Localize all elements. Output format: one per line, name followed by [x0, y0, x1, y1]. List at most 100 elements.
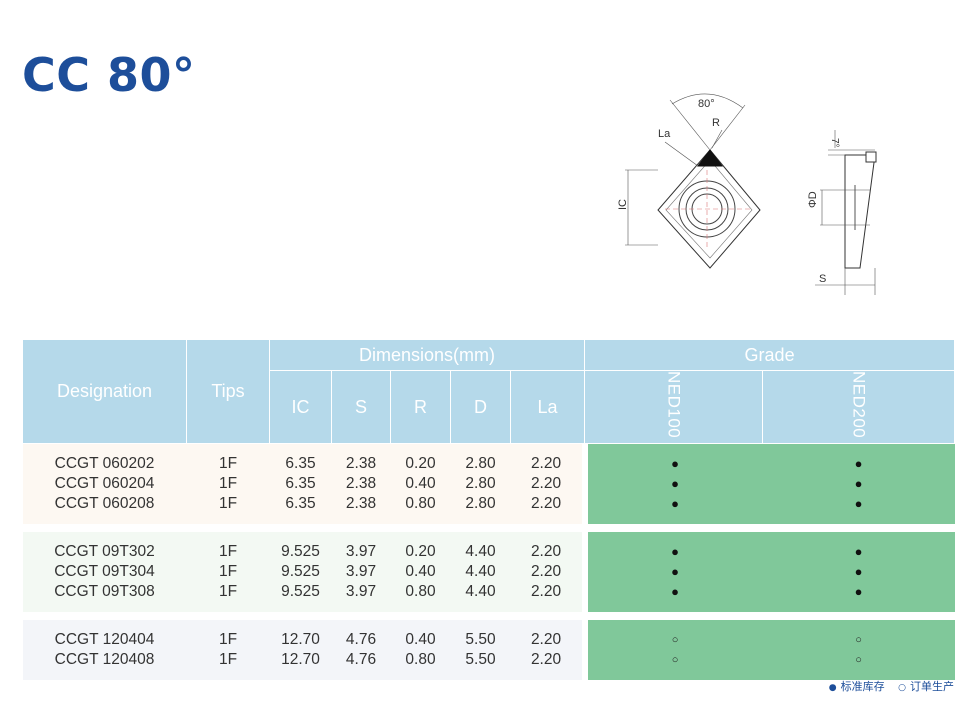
r-value: 0.40 — [405, 475, 436, 493]
s-label: S — [819, 273, 826, 285]
d-value: 4.40 — [465, 543, 496, 561]
cell-r: 0.20 0.40 0.80 — [390, 443, 451, 525]
r-value: 0.80 — [405, 583, 436, 601]
tips-value: 1F — [218, 583, 238, 601]
cell-s: 2.38 2.38 2.38 — [331, 443, 391, 525]
la-value: 2.20 — [530, 631, 562, 649]
d-value: 4.40 — [465, 583, 496, 601]
cell-ic: 9.525 9.525 9.525 — [269, 532, 332, 613]
clearance-label: 7° — [829, 138, 840, 148]
grade-cell-ned100: ● ● ● — [581, 532, 763, 613]
s-value: 3.97 — [345, 543, 377, 561]
cell-d: 4.40 4.40 4.40 — [450, 532, 511, 613]
availability-mark: ● — [671, 496, 679, 512]
designation-value: CCGT 120408 — [54, 651, 155, 669]
tips-value: 1F — [218, 563, 238, 581]
dim-col-la: La — [509, 369, 586, 445]
table-row-group: CCGT 09T302 CCGT 09T304 CCGT 09T308 1F 1F 1F 9… — [22, 532, 955, 613]
r-value: 0.80 — [405, 651, 436, 669]
grade-cell-ned200: ● ● ● — [762, 532, 955, 613]
grade-col-ned200: NED200 — [762, 369, 956, 445]
d-value: 5.50 — [465, 651, 496, 669]
grade-cell-ned200: ● ● ● — [762, 443, 955, 525]
availability-mark: ● — [671, 584, 679, 600]
ic-value: 9.525 — [281, 583, 320, 601]
insert-diagram: 80° R La IC ΦD S 7° — [617, 93, 877, 295]
designation-header: Designation — [22, 338, 187, 445]
tips-value: 1F — [218, 495, 238, 513]
cell-r: 0.20 0.40 0.80 — [390, 532, 451, 613]
d-value: 4.40 — [465, 563, 496, 581]
availability-mark: ● — [854, 564, 863, 580]
legend-order: ○ 订单生产 — [898, 680, 954, 693]
la-value: 2.20 — [530, 563, 562, 581]
s-value: 2.38 — [345, 455, 377, 473]
availability-mark: ○ — [671, 654, 679, 667]
dimensions-header: Dimensions(mm) — [268, 339, 586, 371]
table-row-group: CCGT 060202 CCGT 060204 CCGT 060208 1F 1F 1F 6… — [22, 443, 955, 525]
availability-mark: ● — [854, 496, 863, 512]
cell-designation: CCGT 120404 CCGT 120408 — [22, 620, 187, 681]
insert-side-view — [815, 130, 877, 295]
cell-s: 3.97 3.97 3.97 — [331, 532, 391, 613]
ic-value: 12.70 — [281, 631, 320, 649]
spec-table: Designation Tips Dimensions(mm) Grade NE… — [22, 338, 956, 681]
ic-value: 6.35 — [285, 495, 316, 513]
availability-mark: ○ — [855, 654, 862, 667]
d-label: ΦD — [807, 191, 819, 208]
d-value: 2.80 — [465, 475, 496, 493]
grade-header: Grade — [584, 339, 956, 371]
designation-value: CCGT 060202 — [54, 455, 155, 473]
r-value: 0.20 — [405, 543, 436, 561]
dim-col-d: D — [450, 369, 511, 445]
tips-value: 1F — [218, 455, 238, 473]
availability-mark: ● — [854, 544, 863, 560]
d-value: 5.50 — [465, 631, 496, 649]
availability-mark: ● — [671, 564, 679, 580]
availability-mark: ○ — [671, 634, 679, 647]
cell-tips: 1F 1F — [186, 620, 270, 681]
designation-value: CCGT 060204 — [54, 475, 155, 493]
s-value: 4.76 — [345, 651, 377, 669]
cell-ic: 6.35 6.35 6.35 — [269, 443, 332, 525]
availability-mark: ○ — [855, 634, 862, 647]
grade-cell-ned200: ○ ○ — [762, 620, 955, 681]
r-value: 0.20 — [405, 455, 436, 473]
tips-value: 1F — [218, 543, 238, 561]
ic-label: IC — [617, 199, 629, 210]
ic-value: 9.525 — [281, 543, 320, 561]
s-value: 4.76 — [345, 631, 377, 649]
availability-mark: ● — [854, 476, 863, 492]
cell-d: 2.80 2.80 2.80 — [450, 443, 511, 525]
r-value: 0.40 — [405, 563, 436, 581]
legend: ● 标准库存 ○ 订单生产 — [819, 678, 954, 694]
cell-d: 5.50 5.50 — [450, 620, 511, 681]
dim-col-r: R — [390, 369, 451, 445]
s-value: 2.38 — [345, 495, 377, 513]
availability-mark: ● — [671, 476, 679, 492]
la-value: 2.20 — [530, 583, 562, 601]
la-value: 2.20 — [530, 495, 562, 513]
availability-mark: ● — [854, 456, 863, 472]
tips-value: 1F — [218, 631, 238, 649]
cell-la: 2.20 2.20 2.20 — [510, 532, 585, 613]
ic-value: 12.70 — [281, 651, 320, 669]
insert-top-view — [625, 93, 761, 269]
r-value: 0.80 — [405, 495, 436, 513]
cell-la: 2.20 2.20 2.20 — [510, 443, 585, 525]
grade-cell-ned100: ○ ○ — [581, 620, 763, 681]
cell-s: 4.76 4.76 — [331, 620, 391, 681]
grade-cell-ned100: ● ● ● — [581, 443, 763, 525]
s-value: 2.38 — [345, 475, 377, 493]
la-value: 2.20 — [530, 475, 562, 493]
cell-designation: CCGT 060202 CCGT 060204 CCGT 060208 — [22, 443, 187, 525]
tips-value: 1F — [218, 475, 238, 493]
angle-label: 80° — [698, 98, 715, 110]
s-value: 3.97 — [345, 563, 377, 581]
r-value: 0.40 — [405, 631, 436, 649]
availability-mark: ● — [854, 584, 863, 600]
tips-value: 1F — [218, 651, 238, 669]
availability-mark: ● — [671, 544, 679, 560]
designation-value: CCGT 09T304 — [54, 563, 155, 581]
designation-value: CCGT 060208 — [54, 495, 155, 513]
